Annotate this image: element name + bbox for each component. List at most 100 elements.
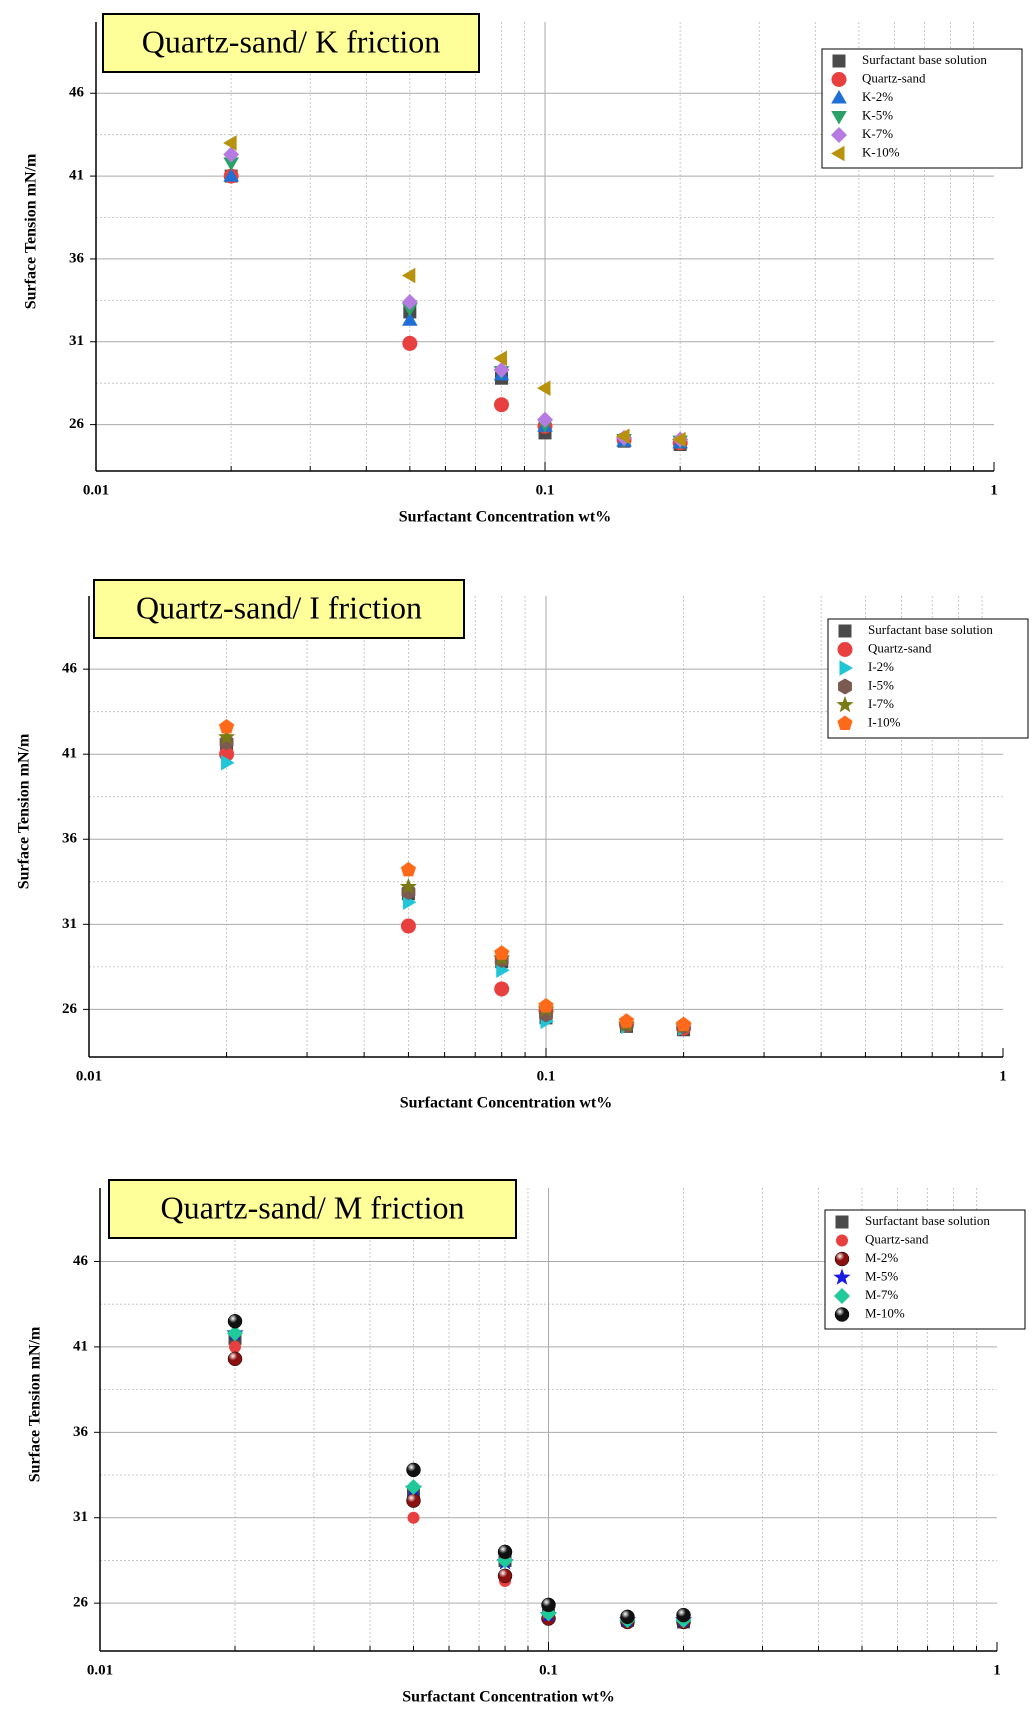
- legend-label: Quartz-sand: [862, 70, 926, 85]
- chart-title: Quartz-sand/ I friction: [136, 589, 422, 625]
- legend-marker: [831, 145, 845, 162]
- legend-label: M-7%: [865, 1287, 898, 1302]
- title-box: [102, 13, 480, 73]
- y-tick-label: 41: [62, 746, 77, 762]
- legend-marker: [831, 90, 847, 104]
- x-tick-label: 0.1: [539, 1662, 558, 1678]
- legend-marker: [839, 660, 853, 676]
- x-tick-label: 1: [990, 482, 998, 498]
- legend-marker: [837, 642, 853, 657]
- point: [227, 1325, 244, 1342]
- point: [223, 157, 239, 171]
- y-tick-label: 41: [73, 1338, 88, 1354]
- chart-title: Quartz-sand/ K friction: [142, 23, 441, 59]
- legend-label: Surfactant base solution: [868, 622, 993, 637]
- point: [229, 1340, 242, 1353]
- y-tick-label: 36: [73, 1424, 89, 1440]
- point: [672, 431, 686, 448]
- point: [497, 1544, 513, 1560]
- legend-label: Quartz-sand: [865, 1231, 929, 1246]
- point: [218, 718, 235, 734]
- x-axis-label: Surfactant Concentration wt%: [399, 509, 611, 526]
- y-tick-label: 31: [73, 1509, 88, 1525]
- point: [620, 1609, 635, 1625]
- x-tick-label: 1: [999, 1068, 1007, 1084]
- legend-marker: [831, 127, 847, 143]
- legend-marker: [833, 1268, 851, 1285]
- legend-marker: [836, 1234, 848, 1247]
- legend-label: K-2%: [862, 89, 893, 104]
- legend-label: Surfactant base solution: [865, 1213, 990, 1228]
- legend-label: I-5%: [868, 677, 894, 692]
- legend-marker: [834, 1288, 850, 1304]
- legend-label: Quartz-sand: [868, 640, 932, 655]
- legend-label: K-7%: [862, 126, 893, 141]
- point: [537, 380, 551, 396]
- legend-marker: [838, 678, 852, 695]
- point: [227, 1351, 243, 1367]
- point: [407, 1511, 420, 1524]
- point: [221, 754, 235, 771]
- legend-box: [827, 618, 1029, 739]
- point: [675, 1016, 692, 1032]
- point: [494, 945, 510, 960]
- point: [400, 918, 416, 934]
- legend-label: I-10%: [868, 714, 901, 729]
- point: [497, 1568, 513, 1584]
- x-axis-label: Surfactant Concentration wt%: [402, 1689, 614, 1706]
- point: [399, 877, 417, 895]
- y-tick-label: 26: [69, 416, 85, 432]
- title-box: [108, 1179, 517, 1239]
- legend-label: I-2%: [868, 659, 894, 674]
- y-axis-label: Surface Tension mN/m: [16, 733, 33, 889]
- y-tick-label: 36: [69, 250, 85, 266]
- legend-label: K-5%: [862, 107, 893, 122]
- y-tick-label: 26: [73, 1595, 89, 1611]
- point: [227, 1314, 243, 1329]
- chart-title: Quartz-sand/ M friction: [161, 1189, 465, 1225]
- point: [218, 728, 236, 745]
- x-tick-label: 0.01: [87, 1662, 113, 1678]
- x-axis-label: Surfactant Concentration wt%: [400, 1095, 612, 1112]
- legend-label: I-7%: [868, 696, 894, 711]
- x-tick-label: 0.01: [76, 1068, 102, 1084]
- legend-label: M-10%: [865, 1305, 905, 1320]
- y-tick-label: 46: [73, 1253, 89, 1269]
- y-tick-label: 31: [62, 916, 77, 932]
- y-tick-label: 46: [69, 85, 85, 101]
- point: [405, 1478, 422, 1495]
- point: [541, 1597, 556, 1613]
- point: [406, 1462, 421, 1478]
- point: [223, 146, 240, 163]
- x-tick-label: 0.01: [83, 482, 109, 498]
- point: [618, 1013, 635, 1028]
- point: [406, 1493, 421, 1508]
- point: [494, 981, 510, 997]
- point: [223, 135, 237, 151]
- legend-marker: [837, 715, 853, 730]
- legend-marker: [834, 1251, 850, 1267]
- point: [493, 350, 507, 367]
- y-tick-label: 46: [62, 661, 78, 677]
- point: [676, 1607, 691, 1623]
- legend-marker: [834, 1307, 850, 1322]
- legend-marker: [832, 54, 846, 68]
- legend-marker: [831, 111, 847, 125]
- point: [401, 294, 418, 310]
- point: [223, 168, 239, 182]
- x-tick-label: 1: [993, 1662, 1001, 1678]
- legend-label: K-10%: [862, 144, 900, 159]
- x-tick-label: 0.1: [536, 482, 555, 498]
- title-box: [93, 579, 465, 639]
- legend-marker: [838, 624, 852, 638]
- point: [400, 861, 417, 877]
- y-tick-label: 31: [69, 333, 84, 349]
- point: [493, 361, 510, 378]
- point: [616, 428, 630, 444]
- point: [493, 397, 509, 413]
- legend-marker: [836, 696, 854, 713]
- legend-marker: [835, 1215, 849, 1229]
- point: [538, 997, 554, 1013]
- y-axis-label: Surface Tension mN/m: [23, 153, 40, 309]
